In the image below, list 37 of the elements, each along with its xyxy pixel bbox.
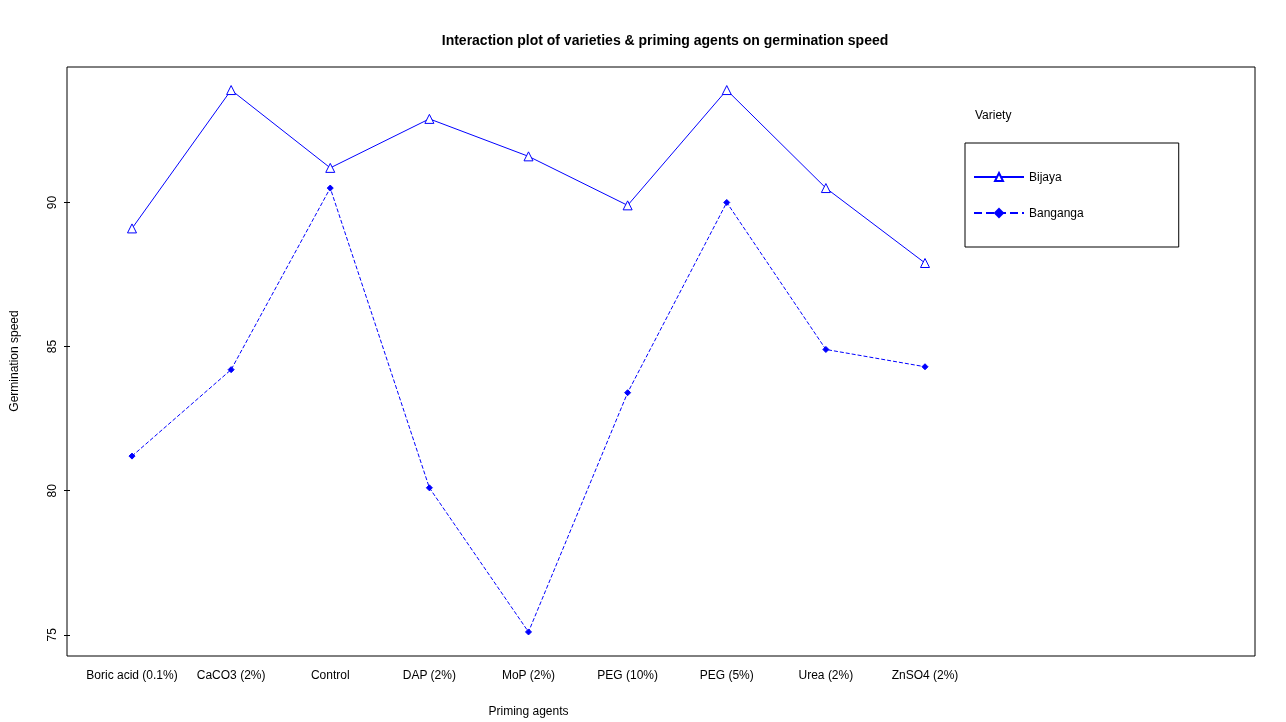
point [128, 452, 136, 460]
legend-title: Variety [975, 108, 1012, 122]
y-tick-label: 80 [45, 483, 59, 498]
x-tick-label: PEG (10%) [597, 668, 658, 682]
point [326, 184, 334, 192]
point [325, 162, 336, 173]
point [624, 389, 632, 397]
x-tick-label: MoP (2%) [501, 668, 556, 682]
x-tick-label: Control [310, 668, 350, 682]
point [227, 366, 235, 374]
point [425, 484, 433, 492]
point [721, 85, 732, 96]
point [820, 183, 831, 194]
x-tick-label: PEG (5%) [699, 668, 754, 682]
point [921, 363, 929, 371]
point [226, 85, 237, 96]
point [622, 200, 633, 211]
x-tick-label: Boric acid (0.1%) [86, 668, 178, 682]
point [523, 151, 534, 162]
y-tick-label: 85 [45, 339, 59, 354]
chart-title: Interaction plot of varieties & priming agents on germination speed [441, 32, 889, 48]
legend-label: Bijaya [1029, 170, 1063, 184]
x-tick-label: ZnSO4 (2%) [891, 668, 959, 682]
y-axis-title: Germination speed [7, 310, 21, 412]
point [127, 223, 137, 234]
point [525, 628, 532, 636]
point [920, 258, 930, 268]
point [723, 198, 731, 206]
x-tick-label: Urea (2%) [798, 668, 854, 682]
x-tick-label: CaCO3 (2%) [196, 668, 266, 682]
point [822, 345, 830, 353]
y-tick-label: 75 [45, 627, 59, 642]
y-tick-label: 90 [45, 195, 59, 210]
x-tick-label: DAP (2%) [402, 668, 456, 682]
legend-label: Banganga [1029, 206, 1085, 220]
point [424, 113, 435, 124]
x-axis-title: Priming agents [488, 704, 569, 718]
